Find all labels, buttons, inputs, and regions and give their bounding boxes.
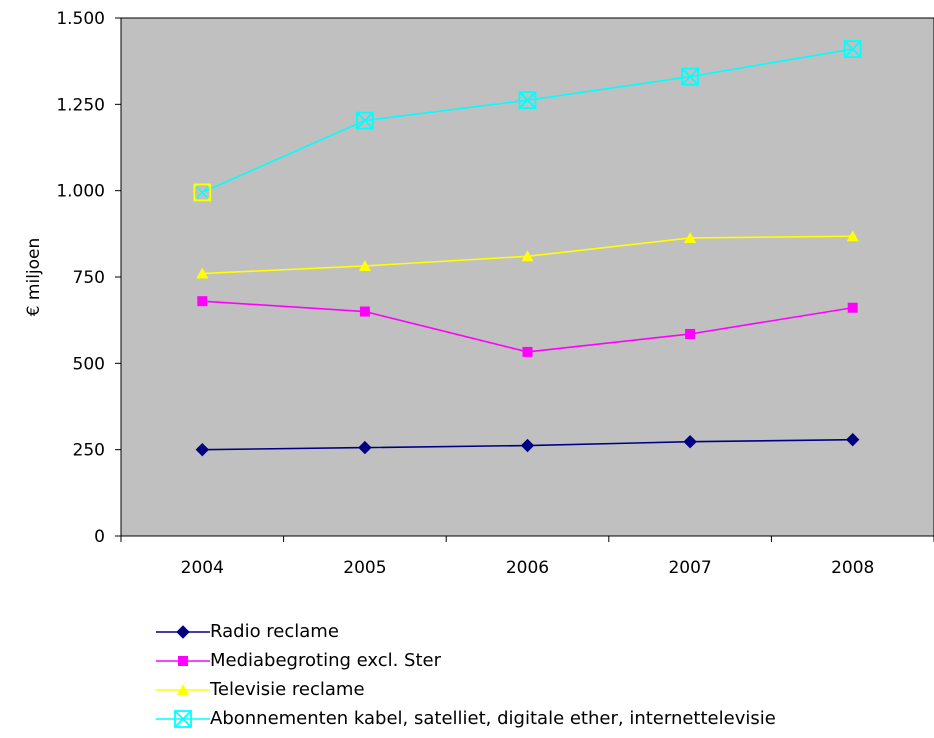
data-point-series-1 bbox=[520, 438, 535, 453]
data-point-series-2 bbox=[685, 328, 696, 339]
legend-key-square bbox=[156, 655, 210, 666]
data-point-series-4 bbox=[518, 91, 537, 110]
legend-marker-icon bbox=[176, 624, 190, 639]
x-tick-label: 2007 bbox=[668, 558, 711, 578]
legend-label: Mediabegroting excl. Ster bbox=[210, 650, 442, 671]
y-axis-title: € miljoen bbox=[24, 238, 44, 317]
x-axis: 2004 2005 2006 2007 2008 bbox=[120, 536, 934, 578]
data-point-series-4 bbox=[681, 67, 699, 86]
x-tick-label: 2005 bbox=[343, 558, 386, 578]
data-point-series-3 bbox=[196, 267, 209, 279]
series-layer bbox=[193, 40, 862, 457]
chart-legend: Radio reclame Mediabegroting excl. Ster Te… bbox=[156, 617, 776, 733]
y-tick-label: 250 bbox=[73, 441, 105, 461]
data-point-series-1 bbox=[195, 442, 210, 457]
y-tick-label: 750 bbox=[73, 268, 105, 288]
x-tick-label: 2008 bbox=[831, 558, 874, 578]
y-tick-label: 500 bbox=[73, 354, 105, 374]
y-tick-label: 1.000 bbox=[56, 182, 105, 202]
x-tick-label: 2006 bbox=[506, 558, 549, 578]
y-tick-label: 1.250 bbox=[56, 95, 105, 115]
legend-label: Televisie reclame bbox=[210, 679, 365, 700]
legend-label: Radio reclame bbox=[210, 621, 339, 642]
data-point-highlight-cross bbox=[195, 185, 209, 199]
y-tick-label: 0 bbox=[94, 527, 105, 547]
data-point-series-3 bbox=[846, 230, 859, 242]
legend-marker-icon bbox=[174, 709, 192, 728]
data-point-series-1 bbox=[845, 432, 860, 447]
legend-key-crossed-square bbox=[156, 709, 210, 728]
y-tick-label: 1.500 bbox=[56, 9, 105, 29]
data-point-series-1 bbox=[683, 435, 697, 449]
x-tick-label: 2004 bbox=[181, 558, 224, 578]
data-point-series-1 bbox=[358, 440, 372, 455]
plot-area bbox=[120, 17, 934, 537]
y-axis: 0 250 500 750 1.000 1.250 1.500 bbox=[56, 9, 121, 547]
data-point-series-2 bbox=[522, 346, 533, 357]
data-point-series-4 bbox=[355, 111, 374, 130]
data-point-series-3 bbox=[358, 259, 371, 271]
legend-item: Mediabegroting excl. Ster bbox=[156, 646, 776, 675]
legend-item: Televisie reclame bbox=[156, 675, 776, 704]
data-point-series-3 bbox=[684, 231, 697, 243]
data-point-series-2 bbox=[359, 306, 370, 317]
legend-marker-icon bbox=[177, 683, 189, 695]
legend-item: Abonnementen kabel, satelliet, digitale … bbox=[156, 704, 776, 733]
data-point-series-2 bbox=[847, 302, 858, 313]
legend-marker-icon bbox=[178, 655, 188, 666]
data-point-series-3 bbox=[521, 250, 534, 262]
data-point-series-2 bbox=[197, 296, 208, 307]
data-point-series-4 bbox=[843, 40, 862, 58]
legend-label: Abonnementen kabel, satelliet, digitale … bbox=[210, 708, 776, 729]
legend-key-triangle bbox=[156, 683, 210, 695]
legend-item: Radio reclame bbox=[156, 617, 776, 646]
legend-key-diamond bbox=[156, 624, 210, 639]
